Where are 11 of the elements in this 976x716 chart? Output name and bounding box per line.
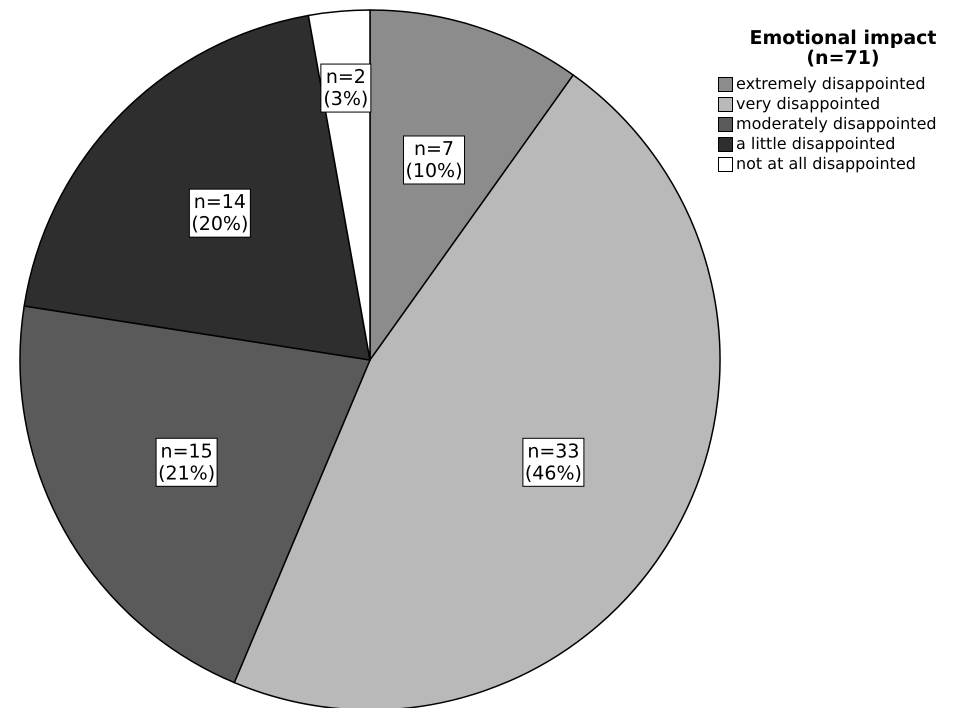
legend-label: extremely disappointed bbox=[736, 74, 926, 94]
data-label: n=7 (10%) bbox=[405, 138, 463, 182]
legend-title: Emotional impact (n=71) bbox=[748, 27, 938, 69]
legend-label: very disappointed bbox=[736, 94, 880, 114]
legend-label: moderately disappointed bbox=[736, 114, 937, 134]
data-label: n=2 (3%) bbox=[323, 66, 368, 110]
data-label: n=14 (20%) bbox=[191, 191, 248, 236]
data-label: n=15 (21%) bbox=[158, 440, 216, 484]
legend-label: not at all disappointed bbox=[736, 154, 916, 174]
legend-label: a little disappointed bbox=[736, 134, 896, 154]
data-label: n=33 (46%) bbox=[524, 440, 582, 484]
